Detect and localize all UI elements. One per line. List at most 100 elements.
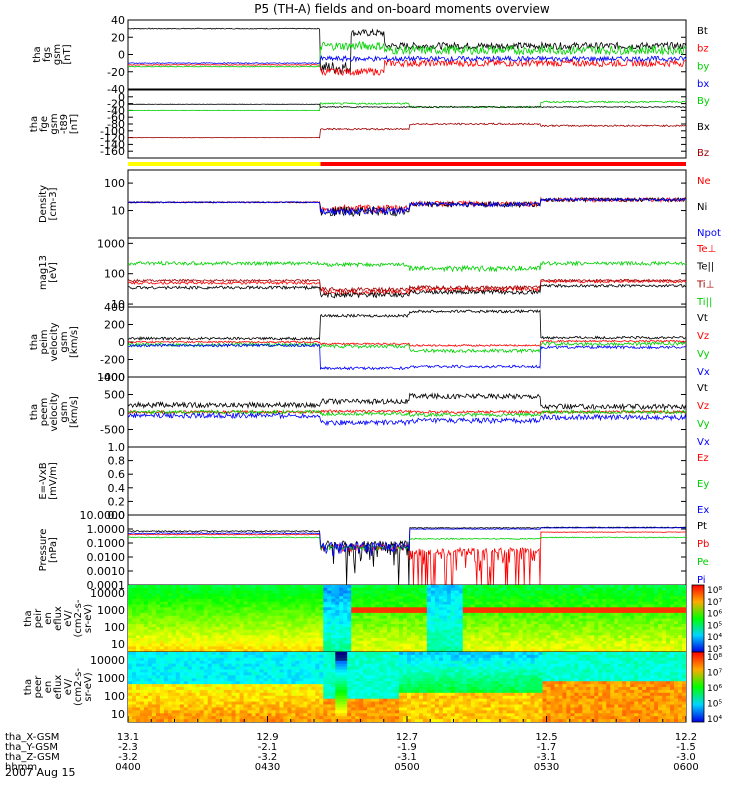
heatmap-cell xyxy=(276,693,281,697)
panel-traces xyxy=(128,394,686,425)
heatmap-cell xyxy=(184,658,189,662)
panel-frame xyxy=(128,170,686,238)
series-line-Vx xyxy=(128,344,686,369)
heatmap-cell xyxy=(283,658,288,662)
colorbar-label: 10⁵ xyxy=(707,621,722,631)
heatmap-cell xyxy=(200,710,205,714)
heatmap-cell xyxy=(156,658,161,662)
legend-by: by xyxy=(697,61,709,72)
heatmap-cell xyxy=(172,710,177,714)
heatmap-cell xyxy=(208,658,213,662)
heatmap-cell xyxy=(136,658,141,662)
heatmap-cell xyxy=(232,693,237,697)
heatmap-cell xyxy=(188,658,193,662)
legend-Vz: Vz xyxy=(697,401,709,412)
heatmap-cell xyxy=(144,710,149,714)
heatmap-cell xyxy=(188,693,193,697)
heatmap-cell xyxy=(136,675,141,679)
series-line-Pe xyxy=(128,537,686,550)
legend-Vz: Vz xyxy=(697,331,709,342)
heatmap-cell xyxy=(303,658,308,662)
heatmap-cell xyxy=(351,675,356,679)
ytick-label: 0.0010 xyxy=(87,565,126,578)
heatmap-cell xyxy=(347,675,352,679)
heatmap-cell xyxy=(160,658,165,662)
heatmap-cell xyxy=(132,710,137,714)
heatmap-cell xyxy=(299,710,304,714)
ytick-label: -160 xyxy=(100,145,125,158)
heatmap-cell xyxy=(331,675,336,679)
series-line-By xyxy=(128,101,686,111)
heatmap-cell xyxy=(164,675,169,679)
heatmap-cell xyxy=(343,675,348,679)
heatmap-cell xyxy=(228,675,233,679)
panel-traces xyxy=(128,585,687,653)
heatmap-cell xyxy=(200,675,205,679)
ytick-label: 10 xyxy=(111,205,125,218)
heatmap-cell xyxy=(248,675,253,679)
heatmap-cell xyxy=(272,710,277,714)
heatmap-cell xyxy=(204,675,209,679)
legend-Vx: Vx xyxy=(697,367,710,378)
heatmap-cell xyxy=(176,658,181,662)
heatmap-cell xyxy=(311,710,316,714)
heatmap-cell xyxy=(184,693,189,697)
heatmap-cell xyxy=(148,710,153,714)
heatmap-cell xyxy=(200,658,205,662)
heatmap-cell xyxy=(260,658,265,662)
heatmap-cell xyxy=(240,675,245,679)
panel-traces xyxy=(128,262,686,298)
ytick-label: 0.6 xyxy=(108,468,126,481)
heatmap-cell xyxy=(228,658,233,662)
heatmap-cell xyxy=(212,710,217,714)
heatmap-cell xyxy=(315,693,320,697)
heatmap-cell xyxy=(339,658,344,662)
heatmap-cell xyxy=(180,658,185,662)
heatmap-cell xyxy=(287,693,292,697)
legend-Vt: Vt xyxy=(697,313,708,324)
ytick-label: 10000 xyxy=(90,654,125,667)
heatmap-cell xyxy=(128,710,133,714)
ytick-label: 100 xyxy=(104,690,125,703)
heatmap-cell xyxy=(244,675,249,679)
ylabel-line: [km/s] xyxy=(69,326,80,358)
heatmap-cell xyxy=(299,693,304,697)
colorbar-label: 10⁷ xyxy=(707,598,722,608)
heatmap-cell xyxy=(128,658,133,662)
status-bar-yellow xyxy=(128,162,321,166)
heatmap-cell xyxy=(268,710,273,714)
heatmap-cell xyxy=(192,710,197,714)
heatmap-cell xyxy=(216,675,221,679)
heatmap-cell xyxy=(136,693,141,697)
heatmap-cell xyxy=(291,658,296,662)
series-line-Pt xyxy=(128,527,686,585)
heatmap-cell xyxy=(212,675,217,679)
heatmap-cell xyxy=(256,710,261,714)
heatmap-cell xyxy=(180,675,185,679)
heatmap-cell xyxy=(256,675,261,679)
ytick-label: 10 xyxy=(111,708,125,721)
heatmap-cell xyxy=(172,658,177,662)
colorbar-label: 10⁶ xyxy=(707,610,722,620)
legend-bx: bx xyxy=(697,79,709,90)
heatmap-cell xyxy=(248,710,253,714)
heatmap-cell xyxy=(148,693,153,697)
heatmap-cell xyxy=(164,658,169,662)
heatmap-cell xyxy=(216,710,221,714)
heatmap-cell xyxy=(291,710,296,714)
ytick-label: 0.0100 xyxy=(87,551,126,564)
heatmap-cell xyxy=(260,693,265,697)
status-bar-red xyxy=(321,162,686,166)
ytick-label: 0 xyxy=(118,336,125,349)
heatmap-cell xyxy=(343,710,348,714)
heatmap-cell xyxy=(283,675,288,679)
heatmap-cell xyxy=(148,658,153,662)
heatmap-cell xyxy=(152,710,157,714)
heatmap-cell xyxy=(204,710,209,714)
heatmap-cell xyxy=(192,675,197,679)
heatmap-cell xyxy=(232,658,237,662)
